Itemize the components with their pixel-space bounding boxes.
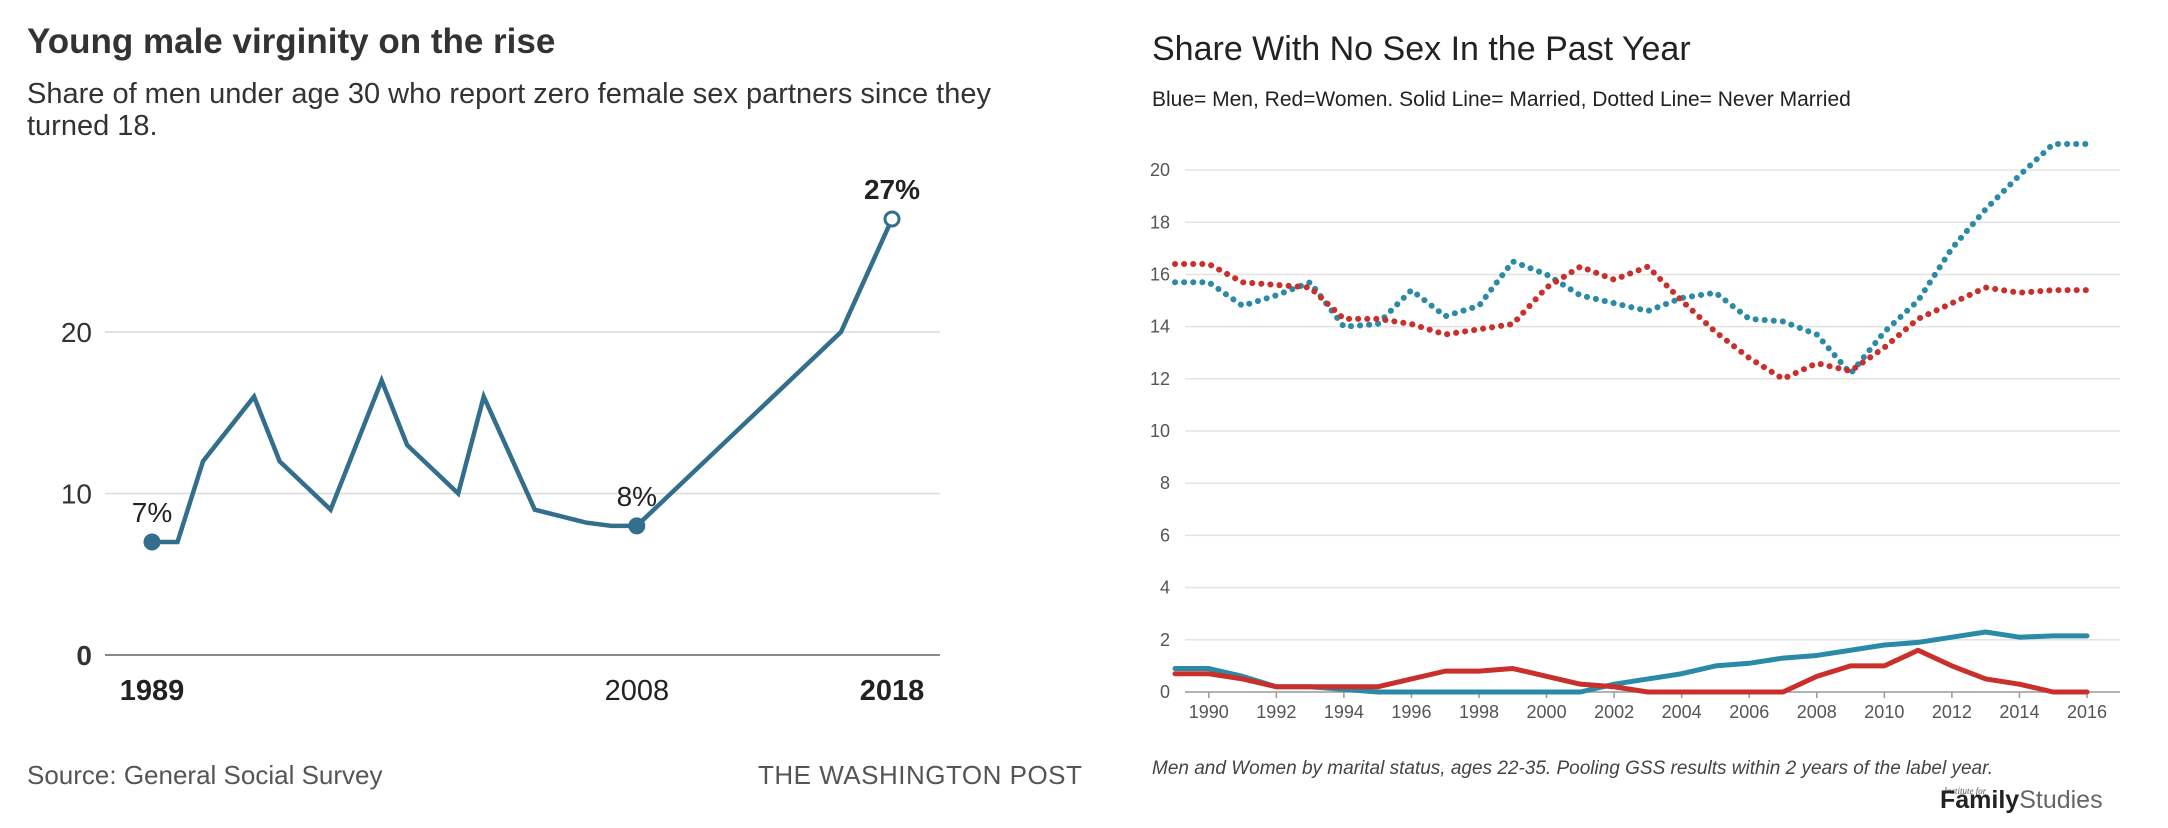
y-tick-label: 0 [76,640,92,671]
x-tick-label: 2008 [1797,702,1837,722]
series-line-blue-solid [1172,629,2090,695]
x-tick-label: 1994 [1324,702,1364,722]
right-chart-panel: Share With No Sex In the Past Year Blue=… [1140,0,2168,828]
x-tick-label: 2000 [1527,702,1567,722]
series-line-red-solid [1172,647,2090,695]
data-label: 8% [617,481,657,512]
logo-family: Family [1940,786,2020,814]
y-tick-label: 16 [1150,264,1170,284]
logo-studies: Studies [2019,786,2103,814]
x-tick-label: 2006 [1729,702,1769,722]
x-tick-label: 2002 [1594,702,1634,722]
x-tick-label: 2016 [2067,702,2107,722]
y-tick-label: 2 [1160,630,1170,650]
y-tick-label: 6 [1160,525,1170,545]
series-line-red-dotted [1172,261,2090,382]
y-tick-label: 14 [1150,317,1170,337]
left-chart-subtitle: Share of men under age 30 who report zer… [27,78,991,142]
logo-kicker: Institute for [1944,786,1987,796]
family-studies-logo: FamilyStudies [1940,786,2103,815]
x-tick-label: 1990 [1189,702,1229,722]
data-point-marker [883,210,901,228]
y-tick-label: 0 [1160,682,1170,702]
x-tick-label: 2018 [860,675,925,707]
data-label: 27% [864,174,920,205]
y-tick-label: 10 [1150,421,1170,441]
right-chart-subtitle: Blue= Men, Red=Women. Solid Line= Marrie… [1152,88,1851,111]
data-point-marker [143,533,161,551]
left-chart-source: Source: General Social Survey [27,760,383,790]
x-tick-label: 1989 [120,675,185,707]
y-tick-label: 10 [61,479,92,510]
y-tick-label: 18 [1150,212,1170,232]
y-tick-label: 20 [1150,160,1170,180]
y-tick-label: 20 [61,317,92,348]
x-tick-label: 2010 [1864,702,1904,722]
right-chart-title: Share With No Sex In the Past Year [1152,30,1691,68]
series-line [152,218,895,545]
x-tick-label: 2004 [1662,702,1702,722]
left-chart-plot: 0 10 20 1989 2008 2018 7% 8% 27% [61,174,940,707]
data-label: 7% [132,497,172,528]
right-chart-note: Men and Women by marital status, ages 22… [1152,758,1993,779]
y-tick-label: 12 [1150,369,1170,389]
x-tick-label: 2014 [1999,702,2039,722]
left-chart-panel: Young male virginity on the rise Share o… [27,22,1083,790]
series-line-blue-dotted [1172,141,2090,377]
y-tick-label: 8 [1160,473,1170,493]
right-chart-plot: 0 2 4 6 8 10 12 14 16 18 20 1990 1992 1994 1996 1998 200… [1150,141,2120,722]
x-tick-label: 2008 [605,675,670,707]
x-tick-label: 2012 [1932,702,1972,722]
data-point-marker [628,517,646,535]
x-tick-label: 1996 [1391,702,1431,722]
y-tick-label: 4 [1160,578,1170,598]
x-tick-label: 1998 [1459,702,1499,722]
x-tick-label: 1992 [1256,702,1296,722]
left-chart-title: Young male virginity on the rise [27,22,556,61]
left-chart-credit: THE WASHINGTON POST [758,760,1083,790]
